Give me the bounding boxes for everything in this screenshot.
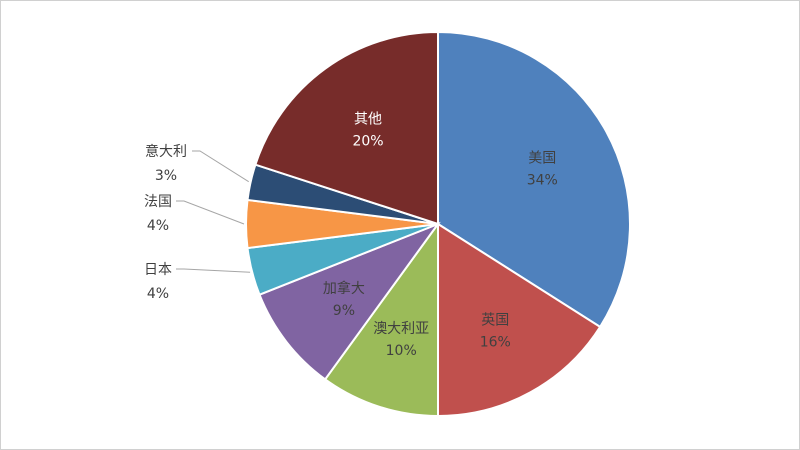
slice-value-label-1: 16%: [480, 334, 511, 350]
slice-value-label-6: 3%: [155, 168, 177, 184]
pie-slices: [245, 30, 631, 418]
slice-label-1: 英国: [481, 311, 509, 328]
leader-line-4: [176, 268, 251, 273]
pie-slice-7: [254, 30, 439, 226]
pie-slice-1: [437, 222, 602, 418]
pie-slice-3: [258, 221, 441, 381]
slice-value-label-2: 10%: [386, 343, 417, 359]
slice-label-6: 意大利: [145, 143, 187, 160]
slice-labels: 美国 34% 英国 16% 澳大利亚 10% 加拿大 9% 日本 4% 法国 4% 意大利 3% 其他 20%: [144, 112, 558, 360]
slice-label-4: 日本: [144, 262, 172, 278]
slice-value-label-4: 4%: [147, 286, 169, 302]
slice-value-label-0: 34%: [527, 173, 558, 189]
slice-label-7: 其他: [354, 112, 382, 128]
slice-label-3: 加拿大: [323, 280, 365, 297]
slice-value-label-5: 4%: [147, 218, 169, 234]
slice-label-5: 法国: [144, 194, 172, 210]
pie-slice-0: [437, 30, 631, 329]
slice-label-0: 美国: [528, 151, 556, 167]
leader-lines: [176, 150, 251, 273]
pie-slice-2: [323, 220, 439, 418]
slice-value-label-3: 9%: [333, 303, 355, 319]
slice-label-2: 澳大利亚: [373, 321, 429, 337]
leader-line-5: [176, 200, 245, 225]
leader-line-6: [192, 150, 249, 183]
slice-value-label-7: 20%: [352, 134, 383, 150]
